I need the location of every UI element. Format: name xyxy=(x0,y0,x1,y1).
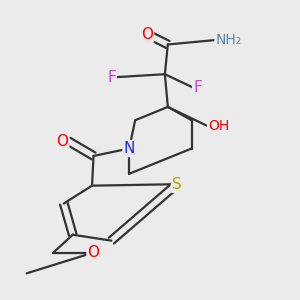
Text: S: S xyxy=(172,177,182,192)
Text: OH: OH xyxy=(208,119,229,133)
Text: F: F xyxy=(107,70,116,85)
Text: N: N xyxy=(124,141,135,156)
Text: NH₂: NH₂ xyxy=(215,33,242,47)
Text: O: O xyxy=(141,27,153,42)
Text: O: O xyxy=(56,134,68,148)
Text: O: O xyxy=(88,245,100,260)
Text: F: F xyxy=(193,80,202,95)
